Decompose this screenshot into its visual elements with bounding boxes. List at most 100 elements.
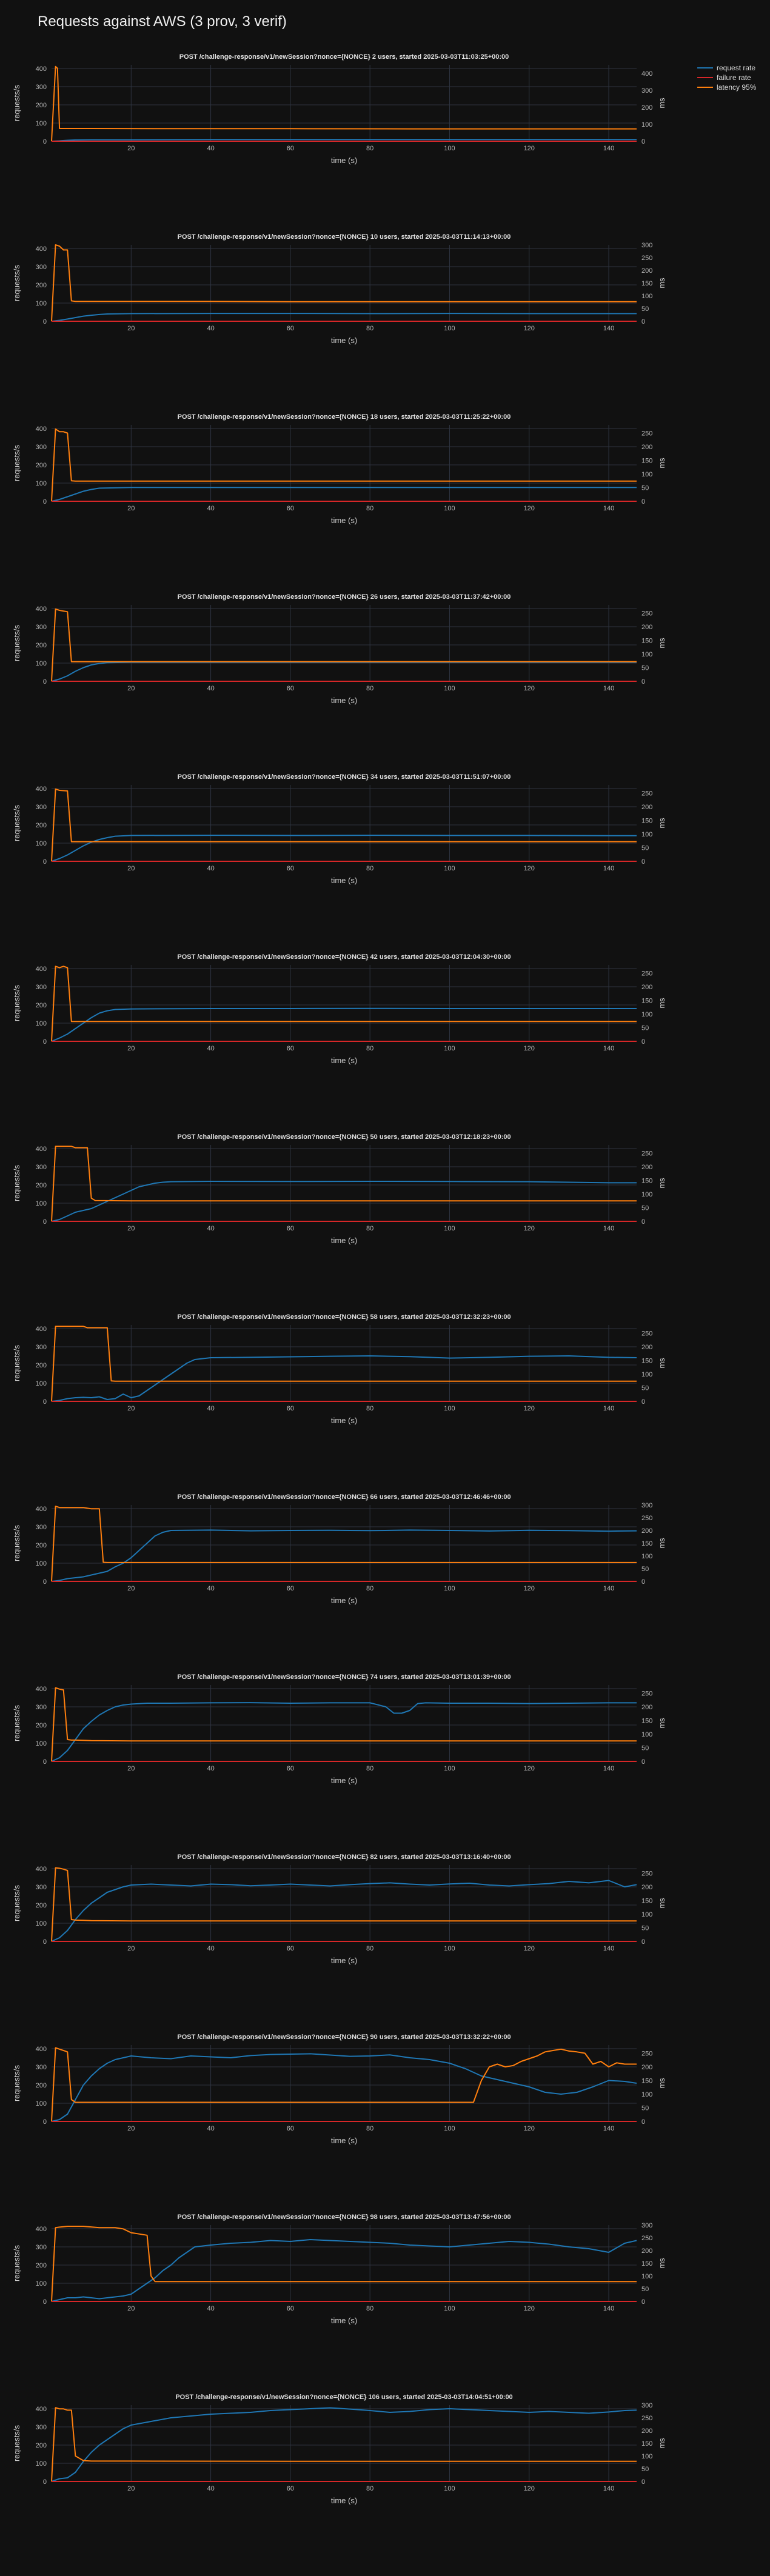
- y2-tick-label: 250: [641, 1330, 652, 1338]
- y2-tick-label: 300: [641, 1502, 652, 1509]
- y2-tick-label: 100: [641, 1011, 652, 1018]
- y2-tick-label: 0: [641, 1938, 645, 1946]
- y-tick-label: 0: [43, 1038, 47, 1046]
- y2-tick-label: 0: [641, 2478, 645, 2486]
- x-tick-label: 20: [127, 1945, 135, 1952]
- x-tick-label: 140: [603, 1045, 614, 1052]
- y2-tick-label: 200: [641, 2247, 652, 2255]
- series-line-latency-95: [51, 2226, 637, 2302]
- y2-tick-label: 150: [641, 1540, 652, 1547]
- x-tick-label: 20: [127, 1225, 135, 1232]
- y2-tick-label: 50: [641, 2286, 649, 2293]
- y-axis-label: requests/s: [12, 2245, 21, 2281]
- y-tick-label: 200: [36, 462, 47, 469]
- x-axis-label: time (s): [331, 876, 357, 885]
- legend-item-latency-95[interactable]: latency 95%: [697, 82, 756, 92]
- y-tick-label: 400: [36, 606, 47, 613]
- y2-axis-label: ms: [657, 1718, 666, 1729]
- legend-label-request-rate: request rate: [717, 64, 756, 72]
- series-line-latency-95: [51, 1146, 637, 1222]
- y2-tick-label: 0: [641, 1398, 645, 1406]
- x-tick-label: 20: [127, 2125, 135, 2132]
- y2-axis-label: ms: [657, 458, 666, 469]
- y-tick-label: 200: [36, 102, 47, 109]
- y-tick-label: 300: [36, 984, 47, 991]
- y2-tick-label: 100: [641, 831, 652, 838]
- series-line-latency-95: [51, 2407, 637, 2482]
- y2-tick-label: 0: [641, 498, 645, 506]
- y2-tick-label: 250: [641, 430, 652, 438]
- y2-tick-label: 0: [641, 2118, 645, 2126]
- chart-4: POST /challenge-response/v1/newSession?n…: [12, 593, 666, 705]
- y2-tick-label: 250: [641, 1870, 652, 1878]
- chart-title: POST /challenge-response/v1/newSession?n…: [175, 2394, 512, 2401]
- legend-item-request-rate[interactable]: request rate: [697, 63, 756, 73]
- x-axis-label: time (s): [331, 1056, 357, 1065]
- y-axis-label: requests/s: [12, 445, 21, 481]
- y2-tick-label: 200: [641, 1527, 652, 1535]
- y2-tick-label: 150: [641, 1718, 652, 1725]
- series-line-latency-95: [51, 1687, 637, 1762]
- legend-swatch-request-rate: [697, 67, 713, 68]
- legend-label-latency-95: latency 95%: [717, 83, 757, 92]
- y2-tick-label: 50: [641, 1745, 649, 1752]
- x-tick-label: 120: [524, 2305, 535, 2312]
- x-tick-label: 140: [603, 505, 614, 512]
- chart-2: POST /challenge-response/v1/newSession?n…: [12, 233, 666, 345]
- x-tick-label: 100: [444, 1585, 455, 1592]
- x-tick-label: 120: [524, 685, 535, 692]
- x-tick-label: 120: [524, 2125, 535, 2132]
- series-line-request-rate: [51, 661, 637, 682]
- x-tick-label: 40: [207, 325, 214, 332]
- x-tick-label: 140: [603, 1945, 614, 1952]
- y-tick-label: 100: [36, 660, 47, 667]
- y-tick-label: 100: [36, 2460, 47, 2468]
- legend-item-failure-rate[interactable]: failure rate: [697, 73, 756, 82]
- x-tick-label: 100: [444, 2125, 455, 2132]
- x-tick-label: 100: [444, 505, 455, 512]
- x-tick-label: 120: [524, 1945, 535, 1952]
- y-tick-label: 200: [36, 2082, 47, 2089]
- chart-9: POST /challenge-response/v1/newSession?n…: [12, 1493, 666, 1605]
- x-tick-label: 80: [366, 2305, 373, 2312]
- x-axis-label: time (s): [331, 1236, 357, 1245]
- y2-tick-label: 300: [641, 2222, 652, 2229]
- y2-tick-label: 250: [641, 1515, 652, 1522]
- y2-tick-label: 0: [641, 2298, 645, 2306]
- x-tick-label: 80: [366, 1765, 373, 1772]
- x-tick-label: 100: [444, 1225, 455, 1232]
- chart-title: POST /challenge-response/v1/newSession?n…: [177, 2214, 511, 2221]
- y2-tick-label: 250: [641, 255, 652, 262]
- y2-axis-label: ms: [657, 1898, 666, 1909]
- y2-tick-label: 100: [641, 471, 652, 478]
- x-tick-label: 60: [287, 1045, 294, 1052]
- y2-tick-label: 150: [641, 2260, 652, 2267]
- y2-tick-label: 150: [641, 2078, 652, 2085]
- x-tick-label: 140: [603, 2485, 614, 2492]
- legend: request rate failure rate latency 95%: [697, 63, 756, 92]
- y2-axis-label: ms: [657, 998, 666, 1009]
- y-tick-label: 200: [36, 822, 47, 829]
- series-line-latency-95: [51, 2047, 637, 2122]
- y2-tick-label: 50: [641, 1566, 649, 1573]
- x-tick-label: 100: [444, 1945, 455, 1952]
- y2-tick-label: 100: [641, 1911, 652, 1918]
- y-tick-label: 100: [36, 1200, 47, 1207]
- x-tick-label: 120: [524, 1405, 535, 1412]
- y2-tick-label: 200: [641, 2428, 652, 2435]
- y2-tick-label: 0: [641, 678, 645, 686]
- y-tick-label: 300: [36, 264, 47, 271]
- x-tick-label: 120: [524, 145, 535, 152]
- x-tick-label: 60: [287, 685, 294, 692]
- y-tick-label: 0: [43, 2298, 47, 2306]
- y-tick-label: 400: [36, 2406, 47, 2413]
- y2-tick-label: 250: [641, 970, 652, 978]
- chart-title: POST /challenge-response/v1/newSession?n…: [177, 1673, 511, 1681]
- y2-axis-label: ms: [657, 1538, 666, 1549]
- x-tick-label: 100: [444, 685, 455, 692]
- y-tick-label: 400: [36, 1326, 47, 1333]
- x-tick-label: 140: [603, 2305, 614, 2312]
- x-axis-label: time (s): [331, 696, 357, 705]
- x-tick-label: 40: [207, 685, 214, 692]
